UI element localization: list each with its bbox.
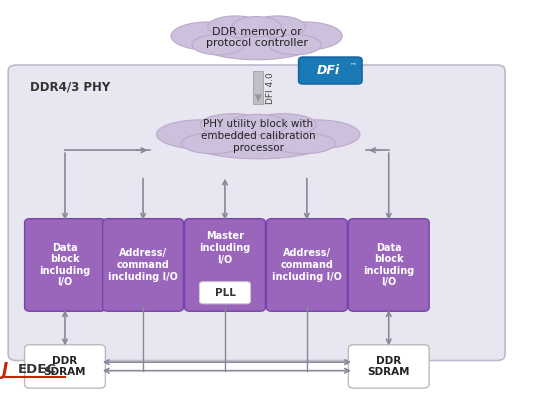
FancyBboxPatch shape: [8, 65, 505, 361]
Ellipse shape: [273, 120, 360, 149]
FancyBboxPatch shape: [266, 219, 347, 311]
Ellipse shape: [207, 16, 264, 37]
Text: DDR memory or
protocol controller: DDR memory or protocol controller: [206, 27, 307, 48]
Bar: [253, 71, 263, 104]
Ellipse shape: [200, 114, 266, 136]
Text: J: J: [2, 361, 8, 379]
Ellipse shape: [157, 120, 244, 149]
Text: DFI 4.0: DFI 4.0: [266, 72, 275, 104]
Text: DFi: DFi: [317, 64, 340, 77]
Text: PHY utility block with
embedded calibration
processor: PHY utility block with embedded calibrat…: [201, 119, 316, 152]
Ellipse shape: [192, 35, 245, 55]
Text: PLL: PLL: [215, 288, 235, 298]
Ellipse shape: [195, 23, 318, 60]
FancyBboxPatch shape: [25, 219, 105, 311]
FancyBboxPatch shape: [185, 219, 265, 311]
Ellipse shape: [232, 17, 281, 37]
Text: Address/
command
including I/O: Address/ command including I/O: [108, 248, 178, 282]
Ellipse shape: [186, 121, 331, 159]
Text: DDR4/3 PHY: DDR4/3 PHY: [30, 81, 110, 94]
Ellipse shape: [269, 35, 321, 55]
FancyBboxPatch shape: [25, 345, 105, 388]
Text: Data
block
including
I/O: Data block including I/O: [39, 243, 91, 287]
Ellipse shape: [229, 114, 287, 135]
Ellipse shape: [273, 133, 335, 154]
Text: Data
block
including
I/O: Data block including I/O: [363, 243, 414, 287]
Ellipse shape: [171, 22, 245, 50]
Text: ™: ™: [350, 62, 357, 68]
Ellipse shape: [250, 114, 316, 136]
Ellipse shape: [269, 22, 342, 50]
Text: Address/
command
including I/O: Address/ command including I/O: [272, 248, 342, 282]
FancyBboxPatch shape: [299, 57, 362, 84]
Ellipse shape: [250, 16, 306, 37]
FancyBboxPatch shape: [348, 345, 429, 388]
FancyBboxPatch shape: [348, 219, 429, 311]
Text: Master
including
I/O: Master including I/O: [199, 231, 251, 265]
Text: EDEC: EDEC: [17, 363, 56, 376]
Text: DDR
SDRAM: DDR SDRAM: [367, 356, 410, 377]
Text: DDR
SDRAM: DDR SDRAM: [44, 356, 86, 377]
FancyBboxPatch shape: [103, 219, 183, 311]
FancyBboxPatch shape: [199, 282, 251, 304]
Ellipse shape: [181, 133, 244, 154]
